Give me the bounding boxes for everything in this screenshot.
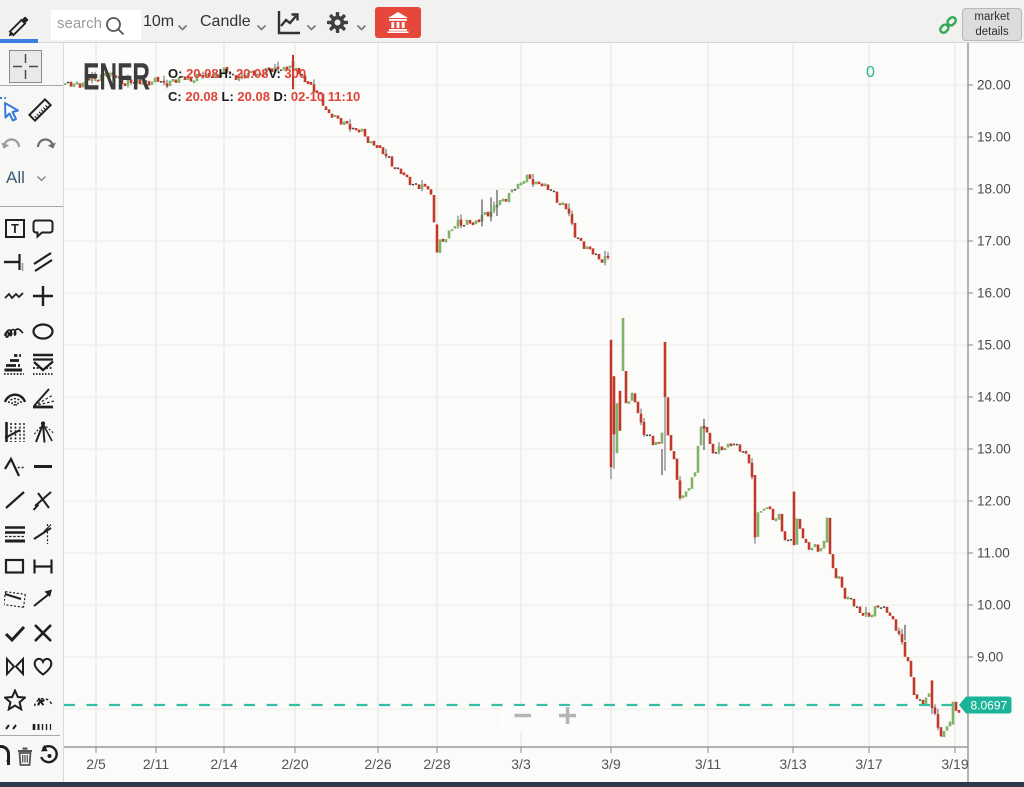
svg-text:2/28: 2/28 — [423, 756, 450, 772]
svg-text:20.00: 20.00 — [977, 78, 1011, 93]
svg-text:9.00: 9.00 — [977, 650, 1003, 665]
svg-text:17.00: 17.00 — [977, 234, 1011, 249]
svg-text:19.00: 19.00 — [977, 130, 1011, 145]
svg-text:2/14: 2/14 — [210, 756, 237, 772]
svg-text:10.00: 10.00 — [977, 598, 1011, 613]
svg-text:2/26: 2/26 — [364, 756, 391, 772]
svg-text:8.0697: 8.0697 — [971, 699, 1008, 713]
svg-text:2/20: 2/20 — [281, 756, 308, 772]
svg-text:11.00: 11.00 — [977, 546, 1010, 561]
svg-text:3/9: 3/9 — [601, 756, 621, 772]
svg-text:T: T — [11, 222, 19, 236]
svg-text:2/5: 2/5 — [86, 756, 106, 772]
svg-text:2/11: 2/11 — [143, 756, 169, 772]
svg-text:3/13: 3/13 — [779, 756, 806, 772]
svg-text:14.00: 14.00 — [977, 390, 1011, 405]
svg-text:3/17: 3/17 — [855, 756, 882, 772]
svg-text:O: 20.08H: 20.08V: 300: O: 20.08H: 20.08V: 300 — [168, 66, 306, 81]
svg-text:18.00: 18.00 — [977, 182, 1011, 197]
svg-text:C: 20.08 L: 20.08 D: 02-10 11:: C: 20.08 L: 20.08 D: 02-10 11:10 — [168, 89, 360, 104]
svg-text:16.00: 16.00 — [977, 286, 1011, 301]
svg-text:ENFR: ENFR — [83, 57, 150, 99]
svg-text:3/19: 3/19 — [941, 756, 968, 772]
svg-text:3/3: 3/3 — [511, 756, 531, 772]
svg-text:12.00: 12.00 — [977, 494, 1011, 509]
svg-text:13.00: 13.00 — [977, 442, 1011, 457]
svg-text:3/11: 3/11 — [695, 756, 721, 772]
svg-text:15.00: 15.00 — [977, 338, 1011, 353]
svg-text:0: 0 — [866, 64, 875, 81]
